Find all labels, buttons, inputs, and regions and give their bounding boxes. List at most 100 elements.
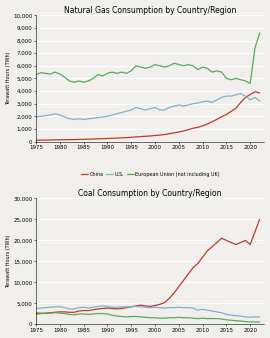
European Union (not including UK): [201, 316, 204, 320]
China: [258, 91, 261, 95]
China: [63, 310, 66, 314]
China: [234, 106, 238, 110]
China: [187, 272, 190, 276]
U.S.: [134, 304, 138, 308]
European Union (not including UK): [258, 31, 261, 35]
U.S.: [168, 306, 171, 310]
European Union (not including UK): [234, 319, 238, 323]
China: [49, 311, 52, 315]
European Union (not including UK): [239, 319, 242, 323]
China: [58, 138, 62, 142]
U.S.: [187, 306, 190, 310]
China: [201, 124, 204, 128]
U.S.: [206, 308, 209, 312]
U.S.: [234, 93, 238, 97]
European Union (not including UK): [173, 316, 176, 320]
China: [158, 133, 161, 137]
China: [130, 305, 133, 309]
China: [148, 134, 152, 138]
U.S.: [201, 307, 204, 311]
U.S.: [211, 100, 214, 104]
U.S.: [220, 311, 223, 315]
China: [115, 307, 119, 311]
European Union (not including UK): [225, 76, 228, 80]
China: [101, 307, 104, 311]
U.S.: [130, 108, 133, 112]
U.S.: [158, 108, 161, 112]
U.S.: [230, 313, 233, 317]
U.S.: [220, 95, 223, 99]
European Union (not including UK): [211, 70, 214, 74]
European Union (not including UK): [68, 79, 71, 83]
European Union (not including UK): [215, 69, 218, 73]
China: [73, 310, 76, 314]
China: [77, 309, 80, 313]
U.S.: [196, 101, 200, 105]
European Union (not including UK): [49, 72, 52, 76]
Line: U.S.: U.S.: [36, 306, 260, 317]
China: [53, 138, 57, 142]
U.S.: [87, 306, 90, 310]
China: [35, 138, 38, 142]
U.S.: [211, 309, 214, 313]
China: [211, 245, 214, 249]
European Union (not including UK): [139, 315, 142, 319]
European Union (not including UK): [77, 312, 80, 316]
European Union (not including UK): [92, 76, 95, 80]
China: [168, 296, 171, 300]
U.S.: [258, 315, 261, 319]
European Union (not including UK): [177, 315, 180, 319]
European Union (not including UK): [134, 64, 138, 68]
European Union (not including UK): [244, 319, 247, 323]
U.S.: [49, 113, 52, 117]
European Union (not including UK): [258, 320, 261, 324]
China: [134, 135, 138, 139]
U.S.: [148, 306, 152, 310]
Line: China: China: [36, 92, 260, 140]
U.S.: [215, 310, 218, 314]
China: [82, 309, 85, 313]
China: [139, 303, 142, 307]
China: [215, 117, 218, 121]
U.S.: [53, 305, 57, 309]
Y-axis label: Terawatt Hours (TWh): Terawatt Hours (TWh): [6, 52, 11, 105]
European Union (not including UK): [206, 317, 209, 321]
European Union (not including UK): [234, 76, 238, 80]
European Union (not including UK): [177, 63, 180, 67]
European Union (not including UK): [77, 79, 80, 83]
European Union (not including UK): [220, 70, 223, 74]
European Union (not including UK): [120, 70, 123, 74]
European Union (not including UK): [111, 313, 114, 317]
U.S.: [206, 99, 209, 103]
China: [220, 236, 223, 240]
European Union (not including UK): [211, 317, 214, 321]
European Union (not including UK): [206, 66, 209, 70]
U.S.: [106, 114, 109, 118]
China: [225, 238, 228, 242]
U.S.: [249, 98, 252, 102]
European Union (not including UK): [49, 311, 52, 315]
U.S.: [111, 113, 114, 117]
European Union (not including UK): [144, 66, 147, 70]
U.S.: [177, 305, 180, 309]
China: [249, 243, 252, 247]
U.S.: [115, 112, 119, 116]
U.S.: [44, 114, 47, 118]
China: [39, 312, 42, 316]
China: [163, 300, 166, 305]
China: [53, 310, 57, 314]
European Union (not including UK): [134, 314, 138, 318]
Line: European Union (not including UK): European Union (not including UK): [36, 33, 260, 83]
China: [230, 240, 233, 244]
Y-axis label: Terawatt Hours (TWh): Terawatt Hours (TWh): [6, 235, 11, 288]
European Union (not including UK): [87, 79, 90, 83]
Line: U.S.: U.S.: [36, 94, 260, 119]
China: [111, 307, 114, 311]
China: [177, 285, 180, 289]
U.S.: [53, 112, 57, 116]
China: [163, 132, 166, 137]
Title: Coal Consumption by Country/Region: Coal Consumption by Country/Region: [79, 189, 222, 197]
U.S.: [144, 305, 147, 309]
China: [106, 306, 109, 310]
European Union (not including UK): [191, 64, 195, 68]
